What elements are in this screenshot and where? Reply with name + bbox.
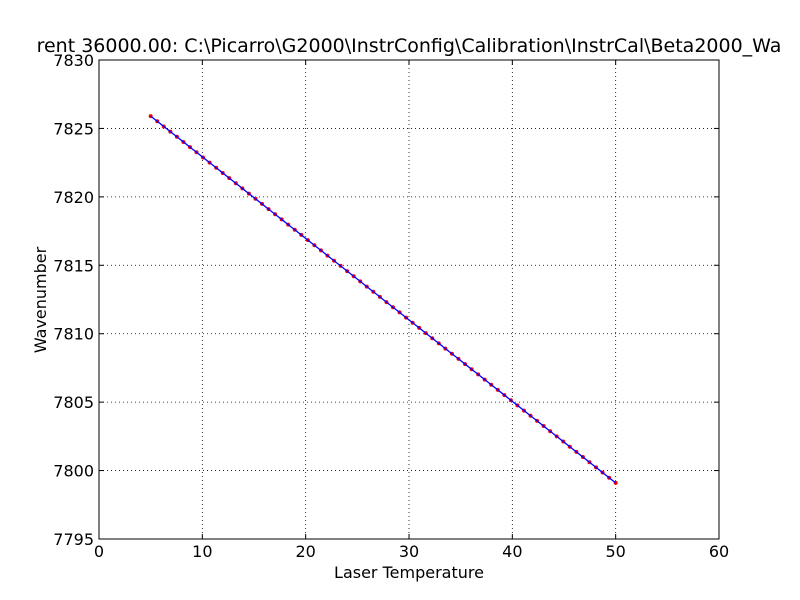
y-tick-label: 7825 [53, 119, 94, 138]
y-axis-label: Wavenumber [31, 246, 50, 353]
x-tick-label: 50 [605, 542, 625, 561]
series-line [150, 115, 617, 484]
axis-ticks [98, 59, 720, 540]
plot-frame [98, 59, 720, 540]
y-tick-label: 7805 [53, 393, 94, 412]
x-tick-label: 30 [399, 542, 419, 561]
x-tick-labels: 0 10 20 30 40 50 60 [94, 542, 729, 561]
x-axis-label: Laser Temperature [334, 563, 484, 582]
y-tick-labels: 7795 7800 7805 7810 7815 7820 7825 7830 [53, 51, 94, 549]
x-tick-label: 40 [502, 542, 522, 561]
y-tick-label: 7815 [53, 256, 94, 275]
x-tick-label: 20 [295, 542, 315, 561]
chart-title: rent 36000.00: C:\Picarro\G2000\InstrCon… [37, 35, 782, 57]
grid-lines [99, 60, 719, 539]
y-tick-label: 7830 [53, 51, 94, 70]
y-tick-label: 7810 [53, 325, 94, 344]
x-tick-label: 10 [192, 542, 212, 561]
series [148, 114, 618, 485]
y-tick-label: 7800 [53, 462, 94, 481]
x-tick-label: 60 [709, 542, 729, 561]
x-tick-label: 0 [94, 542, 104, 561]
y-tick-label: 7795 [53, 530, 94, 549]
y-tick-label: 7820 [53, 188, 94, 207]
